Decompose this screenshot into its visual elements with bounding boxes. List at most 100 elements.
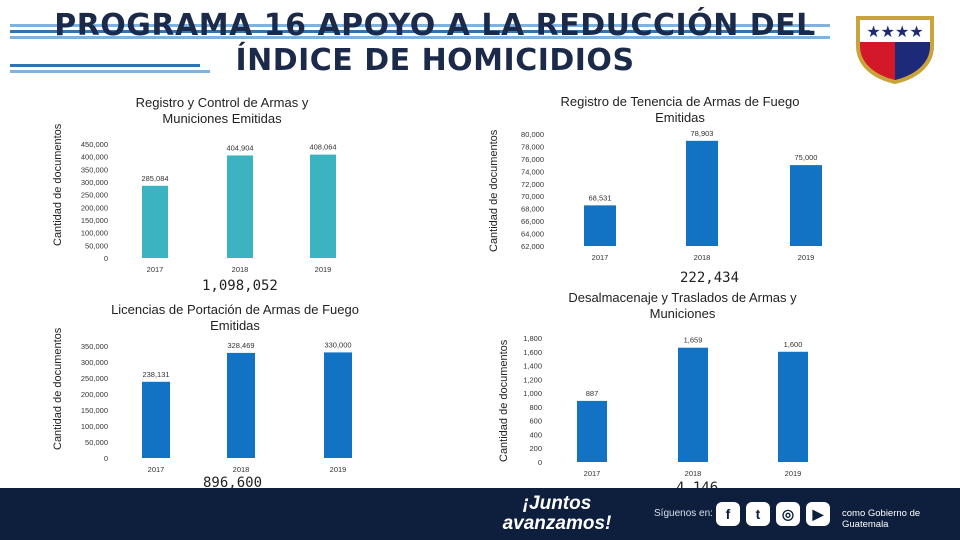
x-tick-label: 2017: [592, 253, 609, 262]
page-title-line-2: ÍNDICE DE HOMICIDIOS: [235, 43, 635, 78]
y-tick-label: 150,000: [81, 216, 108, 225]
y-tick-label: 200,000: [81, 203, 108, 212]
chart-title: Desalmacenaje y Traslados de Armas y Mun…: [568, 290, 797, 321]
y-tick-label: 0: [538, 458, 542, 467]
y-tick-label: 62,000: [521, 242, 544, 251]
chart-title: Registro y Control de Armas y Municiones…: [135, 95, 309, 126]
y-tick-label: 78,000: [521, 142, 544, 151]
chart-plot: 62,000 64,000 66,000 68,000 70,000 72,000 74,0…: [521, 129, 822, 262]
y-tick-label: 68,000: [521, 205, 544, 214]
shield-emblem-icon: ★★★★: [856, 16, 934, 84]
chart-total: 1,098,052: [202, 278, 278, 294]
y-tick-label: 1,600: [523, 348, 542, 357]
facebook-icon[interactable]: f: [716, 502, 740, 526]
chart-title: Licencias de Portación de Armas de Fuego…: [111, 302, 359, 333]
government-label: como Gobierno de Guatemala: [842, 508, 921, 530]
y-tick-label: 72,000: [521, 180, 544, 189]
bar-2018: [686, 140, 718, 246]
x-tick-label: 2019: [785, 469, 802, 478]
x-tick-label: 2018: [232, 265, 249, 274]
slogan-line-2: avanzamos!: [502, 513, 612, 534]
bar-2017: [142, 185, 168, 258]
y-tick-label: 80,000: [521, 130, 544, 139]
y-tick-label: 0: [104, 254, 108, 263]
y-tick-label: 350,000: [81, 165, 108, 174]
bar-2017: [577, 400, 607, 462]
page-title-line-1: PROGRAMA 16 APOYO A LA REDUCCIÓN DEL: [54, 8, 816, 43]
y-tick-label: 800: [529, 403, 542, 412]
y-tick-label: 450,000: [81, 140, 108, 149]
title-stripes: [0, 18, 840, 78]
y-tick-label: 1,200: [523, 375, 542, 384]
y-tick-label: 300,000: [81, 358, 108, 367]
data-label: 887: [586, 389, 599, 398]
data-label: 330,000: [324, 340, 351, 349]
data-label: 1,600: [784, 340, 803, 349]
data-label: 238,131: [142, 370, 169, 379]
y-tick-label: 250,000: [81, 374, 108, 383]
bar-2019: [790, 165, 822, 246]
chart-plot: 0 200 400 600 800 1,000 1,200 1,400 1,600 1,800 88…: [523, 334, 808, 478]
x-tick-label: 2018: [685, 469, 702, 478]
twitter-icon[interactable]: t: [746, 502, 770, 526]
y-tick-label: 400: [529, 430, 542, 439]
svg-text:★★★★: ★★★★: [866, 22, 923, 41]
y-tick-label: 300,000: [81, 178, 108, 187]
data-label: 328,469: [227, 341, 254, 350]
x-tick-label: 2019: [315, 265, 332, 274]
chart-total: 222,434: [680, 270, 740, 286]
chart-total: 896,600: [203, 475, 263, 491]
slogan: ¡Juntos avanzamos!: [482, 494, 632, 534]
bar-2017: [142, 381, 170, 458]
y-tick-label: 100,000: [81, 229, 108, 238]
bar-2017: [584, 205, 616, 246]
bar-2019: [778, 351, 808, 462]
youtube-icon[interactable]: ▶: [806, 502, 830, 526]
chart-title: Registro de Tenencia de Armas de Fuego E…: [560, 94, 800, 125]
bar-2019: [310, 154, 336, 258]
instagram-icon[interactable]: ◎: [776, 502, 800, 526]
y-tick-label: 74,000: [521, 167, 544, 176]
chart-plot: 0 50,000 100,000 150,000 200,000 250,000 300,0…: [81, 140, 337, 274]
y-tick-label: 600: [529, 417, 542, 426]
bar-2018: [678, 347, 708, 462]
y-tick-label: 1,800: [523, 334, 542, 343]
follow-text: Síguenos en:: [654, 508, 713, 519]
slogan-line-1: ¡Juntos: [522, 493, 592, 514]
y-tick-label: 50,000: [85, 241, 108, 250]
y-tick-label: 0: [104, 454, 108, 463]
y-tick-label: 66,000: [521, 217, 544, 226]
chart-desalmacenaje: Desalmacenaje y Traslados de Armas y Mun…: [488, 290, 833, 496]
data-label: 68,531: [589, 193, 612, 202]
chart-plot: 0 50,000 100,000 150,000 200,000 250,000 300,0…: [81, 340, 352, 474]
data-label: 1,659: [684, 336, 703, 345]
y-tick-label: 1,000: [523, 389, 542, 398]
y-tick-label: 200: [529, 444, 542, 453]
x-tick-label: 2018: [233, 465, 250, 474]
x-tick-label: 2018: [694, 253, 711, 262]
x-tick-label: 2017: [148, 465, 165, 474]
data-label: 408,064: [309, 143, 336, 152]
y-tick-label: 100,000: [81, 422, 108, 431]
x-tick-label: 2019: [798, 253, 815, 262]
data-label: 78,903: [691, 129, 714, 138]
data-label: 75,000: [795, 153, 818, 162]
data-label: 285,084: [141, 174, 168, 183]
y-tick-label: 1,400: [523, 362, 542, 371]
chart-armas-municiones: Registro y Control de Armas y Municiones…: [50, 90, 470, 295]
y-tick-label: 150,000: [81, 406, 108, 415]
y-tick-label: 200,000: [81, 390, 108, 399]
chart-tenencia: Registro de Tenencia de Armas de Fuego E…: [488, 90, 833, 295]
y-tick-label: 70,000: [521, 192, 544, 201]
y-tick-label: 350,000: [81, 342, 108, 351]
bar-2019: [324, 352, 352, 458]
bar-2018: [227, 352, 255, 458]
y-tick-label: 76,000: [521, 155, 544, 164]
x-tick-label: 2017: [584, 469, 601, 478]
footer-bar: ¡Juntos avanzamos! Síguenos en: f t ◎ ▶ …: [0, 488, 960, 540]
y-tick-label: 64,000: [521, 230, 544, 239]
x-tick-label: 2017: [147, 265, 164, 274]
chart-portacion: Licencias de Portación de Armas de Fuego…: [50, 300, 470, 491]
page-title: PROGRAMA 16 APOYO A LA REDUCCIÓN DEL ÍND…: [30, 8, 840, 78]
x-tick-label: 2019: [330, 465, 347, 474]
